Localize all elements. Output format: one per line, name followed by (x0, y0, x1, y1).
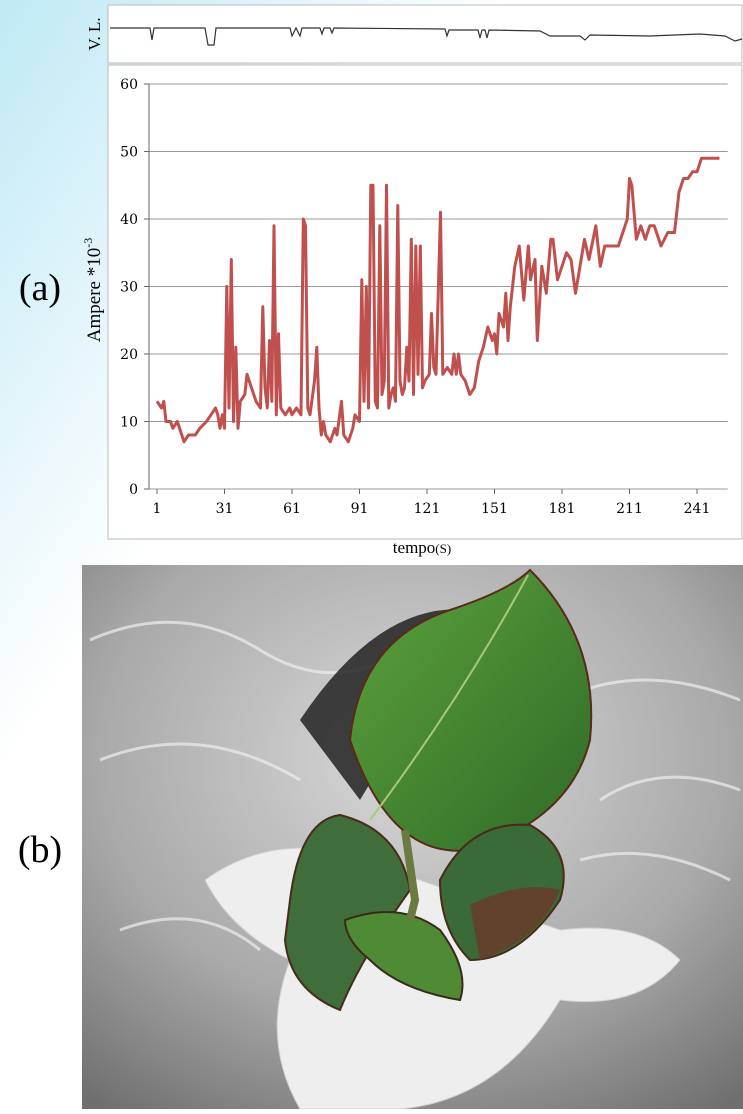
y-tick-label: 40 (120, 212, 138, 228)
x-tick-label: 151 (481, 501, 508, 517)
trace-box (108, 5, 742, 63)
x-tick-label: 61 (283, 501, 301, 517)
x-tick-label: 31 (216, 501, 234, 517)
y-tick-label: 50 (120, 145, 138, 161)
chart-box (108, 65, 742, 539)
y-tick-label: 20 (120, 347, 138, 363)
y-tick-label: 0 (129, 482, 138, 498)
y-axis-label: Ampere *10-3 (81, 238, 105, 342)
x-axis-label-unit: (S) (435, 541, 451, 556)
x-axis-label: tempo(S) (393, 538, 451, 557)
figure: V. L. 0 10 20 30 40 50 60 1 31 61 91 121 151 181 211 24… (0, 0, 743, 1109)
x-tick-label: 241 (684, 501, 711, 517)
x-tick-label: 211 (616, 501, 643, 517)
panel-label: (b) (18, 829, 62, 871)
y-axis-label-exponent: -3 (81, 238, 95, 248)
x-tick-label: 181 (549, 501, 576, 517)
trace-label: V. L. (85, 17, 104, 50)
y-tick-label: 10 (120, 415, 138, 431)
photo (82, 565, 743, 1109)
y-axis-label-text: Ampere *10 (84, 248, 105, 342)
panel-label: (a) (19, 267, 61, 309)
y-tick-label: 30 (120, 280, 138, 296)
x-axis-label-text: tempo (393, 538, 436, 557)
y-tick-label: 60 (120, 77, 138, 93)
x-tick-label: 91 (351, 501, 369, 517)
x-tick-label: 121 (414, 501, 441, 517)
page: {"chart_data": { "type": "line", "panel_… (0, 0, 743, 1109)
x-tick-label: 1 (153, 501, 162, 517)
